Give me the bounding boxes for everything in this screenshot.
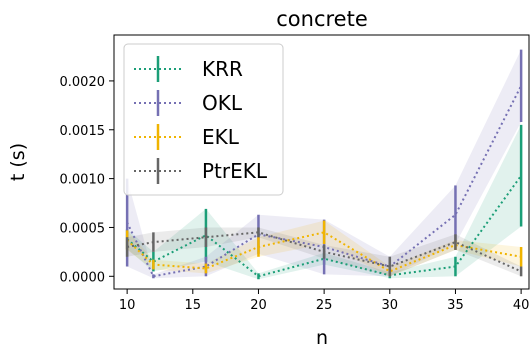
x-tick-label: 35 (447, 298, 464, 313)
x-tick-label: 30 (382, 298, 399, 313)
y-tick-label: 0.0015 (60, 124, 106, 139)
series-band-1 (127, 49, 522, 279)
x-tick-label: 15 (185, 298, 202, 313)
series-band-0 (127, 124, 522, 280)
legend-label: KRR (202, 57, 243, 81)
x-axis-title: n (316, 327, 328, 349)
y-tick-label: 0.0000 (60, 270, 106, 285)
series-line-0 (126, 175, 522, 278)
y-tick-label: 0.0010 (60, 173, 106, 188)
x-tick-label: 10 (119, 298, 136, 313)
x-tick-label: 20 (250, 298, 267, 313)
chart-title: concrete (276, 7, 368, 31)
y-tick-label: 0.0005 (60, 221, 106, 236)
series-line-3 (126, 231, 522, 273)
legend-label: PtrEKL (202, 159, 268, 183)
axes-frame (113, 34, 530, 290)
y-axis-title: t (s) (7, 143, 29, 181)
x-tick-label: 25 (316, 298, 333, 313)
x-tick-label: 40 (513, 298, 530, 313)
legend-label: OKL (202, 91, 243, 115)
legend: KRR OKL EKL PtrEKL (123, 43, 284, 196)
legend-label: EKL (202, 125, 240, 149)
y-tick-label: 0.0020 (60, 75, 106, 90)
legend-box (123, 43, 284, 196)
plot-area: 10 15 20 25 30 35 40 0.0000 0.0005 0.0010 0.0015 0.… (60, 34, 530, 313)
series-band-2 (127, 220, 522, 277)
